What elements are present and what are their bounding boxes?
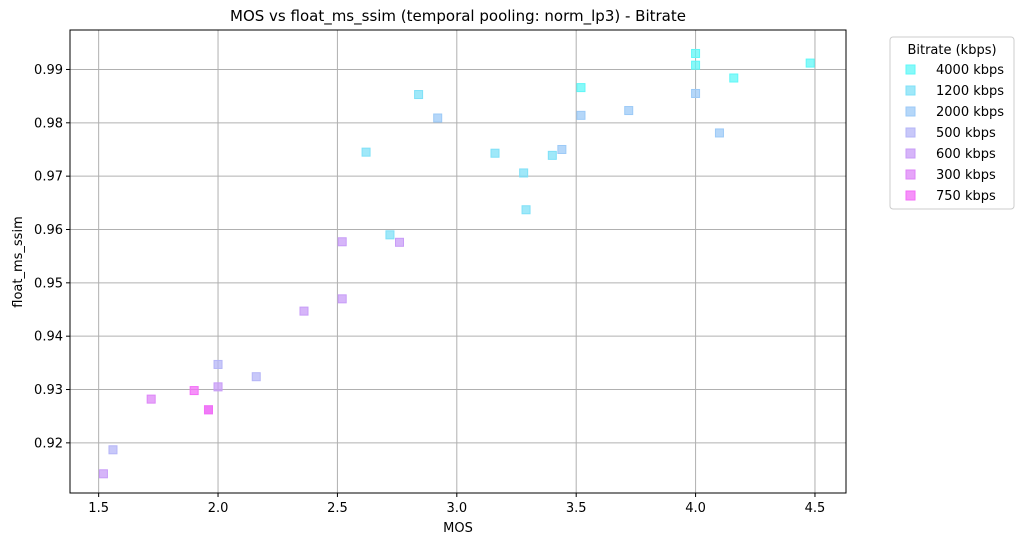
y-tick-label: 0.97 [34, 170, 63, 185]
legend-marker [905, 148, 916, 159]
legend-marker [905, 85, 916, 96]
legend-marker [905, 64, 916, 75]
data-point [203, 405, 213, 415]
data-point [433, 113, 443, 123]
x-tick-label: 3.5 [566, 501, 587, 516]
data-point [519, 168, 529, 178]
y-tick-label: 0.93 [34, 383, 63, 398]
data-point [361, 147, 371, 157]
grid-lines [70, 30, 846, 493]
x-tick-label: 3.0 [446, 501, 467, 516]
data-points [98, 48, 815, 479]
legend-marker [905, 127, 916, 138]
legend-marker [905, 106, 916, 117]
data-point [98, 469, 108, 479]
data-point [108, 445, 118, 455]
data-point [251, 372, 261, 382]
data-point [691, 48, 701, 58]
data-point [576, 83, 586, 93]
legend-marker [905, 190, 916, 201]
x-axis-title: MOS [443, 521, 473, 536]
data-point [337, 294, 347, 304]
data-point [213, 382, 223, 392]
data-point [691, 88, 701, 98]
legend-items: 4000 kbps 1200 kbps 2000 kbps 500 kbps 600 k… [905, 63, 1004, 204]
data-point [414, 90, 424, 100]
data-point [576, 110, 586, 120]
legend-label: 300 kbps [936, 168, 996, 183]
data-point [805, 58, 815, 68]
y-axis-ticks: 0.92 0.93 0.94 0.95 0.96 0.97 0.98 0.99 [34, 63, 70, 451]
x-tick-label: 4.0 [685, 501, 706, 516]
data-point [213, 359, 223, 369]
legend: Bitrate (kbps) 4000 kbps 1200 kbps 2000 kb… [889, 36, 1015, 210]
data-point [557, 144, 567, 154]
legend-label: 1200 kbps [936, 84, 1004, 99]
legend-label: 2000 kbps [936, 105, 1004, 120]
data-point [337, 237, 347, 247]
y-tick-label: 0.94 [34, 330, 63, 345]
y-tick-label: 0.95 [34, 276, 63, 291]
x-tick-label: 1.5 [88, 501, 109, 516]
data-point [490, 148, 500, 158]
legend-label: 4000 kbps [936, 63, 1004, 78]
legend-marker [905, 169, 916, 180]
legend-label: 500 kbps [936, 126, 996, 141]
data-point [691, 60, 701, 70]
plot-frame [69, 29, 847, 494]
y-tick-label: 0.98 [34, 116, 63, 131]
data-point [624, 106, 634, 116]
data-point [146, 394, 156, 404]
y-tick-label: 0.96 [34, 223, 63, 238]
data-point [395, 237, 405, 247]
legend-label: 600 kbps [936, 147, 996, 162]
x-tick-label: 4.5 [805, 501, 826, 516]
legend-title: Bitrate (kbps) [907, 43, 996, 58]
data-point [714, 128, 724, 138]
legend-box [889, 36, 1015, 210]
data-point [385, 230, 395, 240]
data-point [189, 386, 199, 396]
data-point [547, 150, 557, 160]
x-tick-label: 2.0 [208, 501, 229, 516]
y-tick-label: 0.99 [34, 63, 63, 78]
x-axis-ticks: 1.5 2.0 2.5 3.0 3.5 4.0 4.5 [88, 493, 825, 516]
x-tick-label: 2.5 [327, 501, 348, 516]
y-axis-title: float_ms_ssim [11, 216, 26, 307]
legend-label: 750 kbps [936, 189, 996, 204]
data-point [729, 73, 739, 83]
y-tick-label: 0.92 [34, 436, 63, 451]
data-point [521, 205, 531, 215]
data-point [299, 306, 309, 316]
chart-title: MOS vs float_ms_ssim (temporal pooling: … [230, 7, 686, 26]
